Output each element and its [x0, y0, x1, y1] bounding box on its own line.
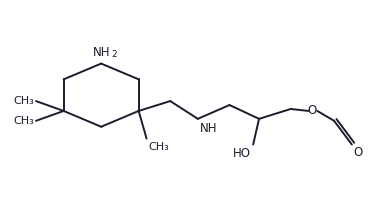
Text: CH₃: CH₃	[149, 141, 169, 151]
Text: 2: 2	[111, 50, 117, 59]
Text: NH: NH	[92, 46, 110, 59]
Text: NH: NH	[200, 122, 217, 135]
Text: O: O	[354, 147, 363, 160]
Text: CH₃: CH₃	[13, 116, 34, 126]
Text: HO: HO	[233, 147, 251, 160]
Text: O: O	[308, 104, 317, 117]
Text: CH₃: CH₃	[13, 96, 34, 106]
